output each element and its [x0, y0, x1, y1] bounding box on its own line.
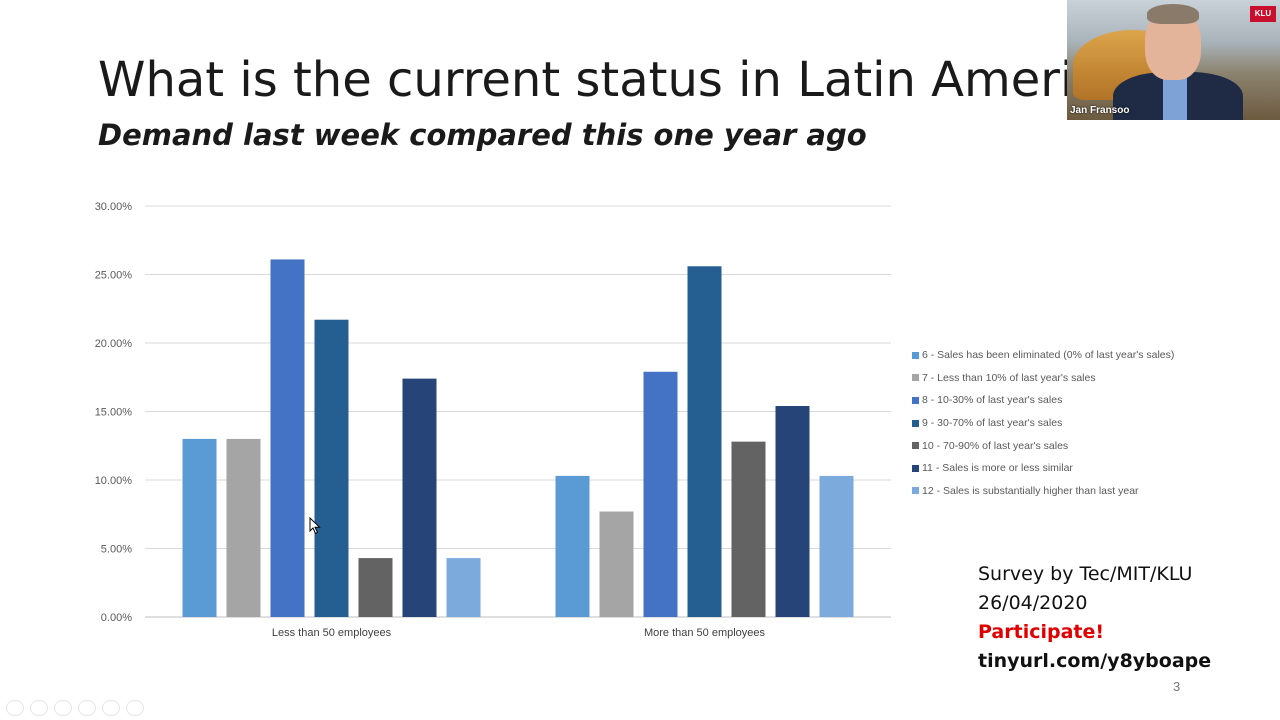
participant-name: Jan Fransoo — [1070, 105, 1130, 116]
slide-subtitle: Demand last week compared this one year … — [98, 118, 867, 152]
bar — [182, 438, 217, 617]
y-tick-label: 30.00% — [95, 201, 133, 213]
person-hair — [1147, 4, 1199, 24]
bar — [643, 371, 678, 617]
y-tick-label: 0.00% — [101, 612, 132, 624]
survey-date: 26/04/2020 — [978, 592, 1088, 614]
y-tick-label: 20.00% — [95, 338, 133, 350]
legend-swatch — [912, 419, 919, 427]
y-tick-label: 25.00% — [95, 270, 133, 282]
chart-legend: 6 - Sales has been eliminated (0% of las… — [912, 344, 1212, 502]
bar — [687, 266, 722, 617]
legend-swatch — [912, 464, 919, 472]
slideshow-toolbar — [6, 700, 144, 716]
bar — [731, 441, 766, 617]
survey-link[interactable]: tinyurl.com/y8yboape — [978, 650, 1212, 672]
legend-swatch — [912, 442, 919, 450]
x-category-label: More than 50 employees — [644, 627, 766, 639]
x-category-label: Less than 50 employees — [272, 627, 392, 639]
bar — [446, 558, 481, 617]
bar — [314, 319, 349, 617]
legend-label: 7 - Less than 10% of last year's sales — [922, 371, 1096, 384]
legend-swatch — [912, 396, 919, 404]
legend-item: 11 - Sales is more or less similar — [912, 457, 1212, 480]
zoom-icon[interactable] — [102, 700, 120, 716]
legend-swatch — [912, 487, 919, 495]
legend-label: 12 - Sales is substantially higher than … — [922, 484, 1139, 497]
legend-label: 8 - 10-30% of last year's sales — [922, 394, 1063, 407]
bar — [226, 438, 261, 617]
legend-item: 10 - 70-90% of last year's sales — [912, 434, 1212, 457]
bar-chart: 0.00% 5.00% 10.00% 15.00% 20.00% 25.00% 30.00%… — [95, 201, 891, 639]
y-tick-label: 15.00% — [95, 407, 133, 419]
pen-icon[interactable] — [54, 700, 72, 716]
legend-item: 8 - 10-30% of last year's sales — [912, 389, 1212, 412]
webcam-video: KLU Jan Fransoo — [1067, 0, 1280, 120]
bar — [775, 406, 810, 617]
y-tick-label: 5.00% — [101, 544, 132, 556]
legend-label: 9 - 30-70% of last year's sales — [922, 417, 1063, 430]
legend-label: 10 - 70-90% of last year's sales — [922, 439, 1069, 452]
bar — [358, 558, 393, 617]
bar — [819, 475, 854, 617]
klu-logo: KLU — [1250, 6, 1276, 22]
mouse-cursor-icon — [309, 517, 321, 535]
participate-text: Participate! — [978, 621, 1105, 643]
slide-title: What is the current status in Latin Amer… — [98, 52, 1130, 108]
slides-grid-icon[interactable] — [78, 700, 96, 716]
bar — [270, 259, 305, 617]
survey-info: Survey by Tec/MIT/KLU 26/04/2020 Partici… — [978, 560, 1211, 676]
legend-label: 6 - Sales has been eliminated (0% of las… — [922, 349, 1175, 362]
legend-item: 7 - Less than 10% of last year's sales — [912, 367, 1212, 390]
bar — [599, 511, 634, 617]
legend-label: 11 - Sales is more or less similar — [922, 462, 1073, 475]
more-options-icon[interactable] — [126, 700, 144, 716]
legend-item: 12 - Sales is substantially higher than … — [912, 480, 1212, 503]
previous-slide-icon[interactable] — [6, 700, 24, 716]
page-number: 3 — [1173, 679, 1181, 694]
next-slide-icon[interactable] — [30, 700, 48, 716]
y-tick-label: 10.00% — [95, 475, 133, 487]
legend-item: 6 - Sales has been eliminated (0% of las… — [912, 344, 1212, 367]
bar — [402, 378, 437, 617]
bar — [555, 475, 590, 617]
legend-swatch — [912, 374, 919, 382]
legend-swatch — [912, 351, 919, 359]
person-shirt — [1163, 74, 1187, 120]
legend-item: 9 - 30-70% of last year's sales — [912, 412, 1212, 435]
survey-source: Survey by Tec/MIT/KLU — [978, 563, 1193, 585]
